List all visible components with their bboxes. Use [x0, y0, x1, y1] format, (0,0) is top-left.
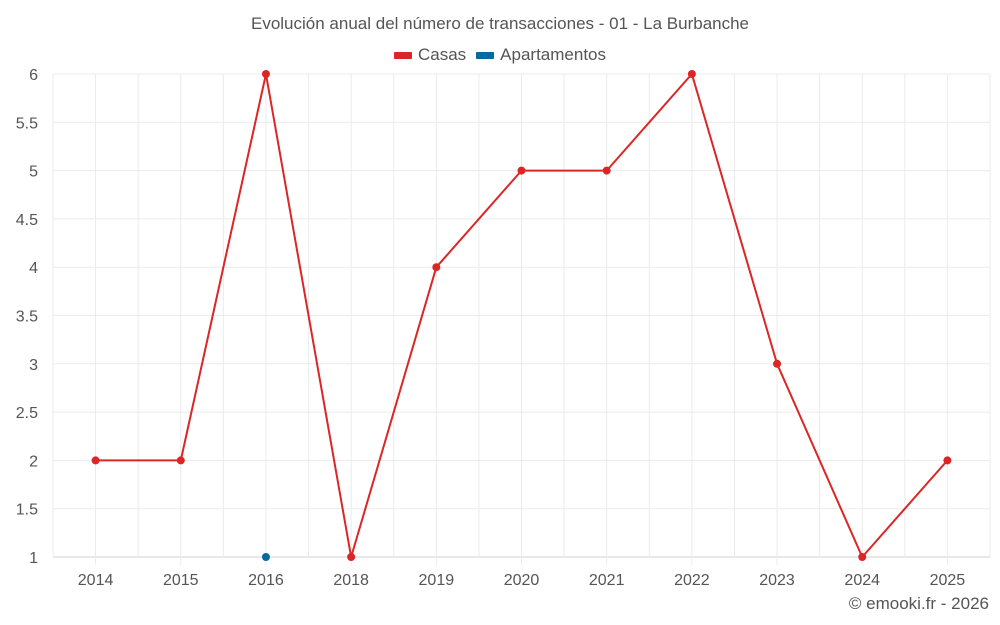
x-tick-label: 2022	[674, 572, 710, 589]
data-point-casas	[432, 263, 441, 272]
y-tick-label: 2.5	[16, 405, 38, 422]
x-tick-label: 2024	[844, 572, 880, 589]
x-tick-label: 2020	[504, 572, 540, 589]
x-tick-label: 2016	[248, 572, 284, 589]
legend-item-casas[interactable]: Casas	[393, 45, 467, 65]
data-point-casas	[602, 166, 611, 175]
y-tick-label: 4	[29, 260, 38, 277]
y-tick-label: 1.5	[16, 502, 38, 519]
x-tick-label: 2019	[419, 572, 455, 589]
x-tick-label: 2025	[930, 572, 966, 589]
legend-label-apartamentos: Apartamentos	[500, 45, 607, 64]
data-point-casas	[773, 359, 782, 368]
data-point-casas	[943, 456, 952, 465]
x-tick-label: 2014	[78, 572, 114, 589]
chart-legend: Casas Apartamentos	[0, 45, 1000, 65]
data-point-casas	[176, 456, 185, 465]
y-tick-label: 4.5	[16, 212, 38, 229]
data-point-casas	[687, 70, 696, 78]
data-point-casas	[517, 166, 526, 175]
data-point-casas	[261, 70, 270, 78]
legend-label-casas: Casas	[417, 45, 467, 64]
legend-swatch-casas	[393, 51, 412, 59]
y-tick-label: 2	[29, 453, 38, 470]
y-tick-label: 5	[29, 164, 38, 181]
credit-text: © emooki.fr - 2026	[848, 594, 989, 613]
legend-item-apartamentos[interactable]: Apartamentos	[476, 45, 606, 65]
y-tick-label: 3	[29, 357, 38, 374]
y-tick-label: 1	[29, 550, 38, 567]
chart-title: Evolución anual del número de transaccio…	[250, 14, 750, 33]
data-point-casas	[91, 456, 100, 465]
y-tick-label: 3.5	[16, 309, 38, 326]
x-tick-label: 2023	[759, 572, 795, 589]
x-tick-label: 2015	[163, 572, 199, 589]
legend-swatch-apartamentos	[476, 51, 495, 59]
y-tick-label: 5.5	[16, 115, 38, 132]
data-point-apartamentos	[261, 553, 270, 561]
y-tick-label: 6	[29, 67, 38, 84]
data-point-casas	[858, 553, 867, 561]
data-point-casas	[347, 553, 356, 561]
x-tick-label: 2021	[589, 572, 625, 589]
x-tick-label: 2018	[333, 572, 369, 589]
